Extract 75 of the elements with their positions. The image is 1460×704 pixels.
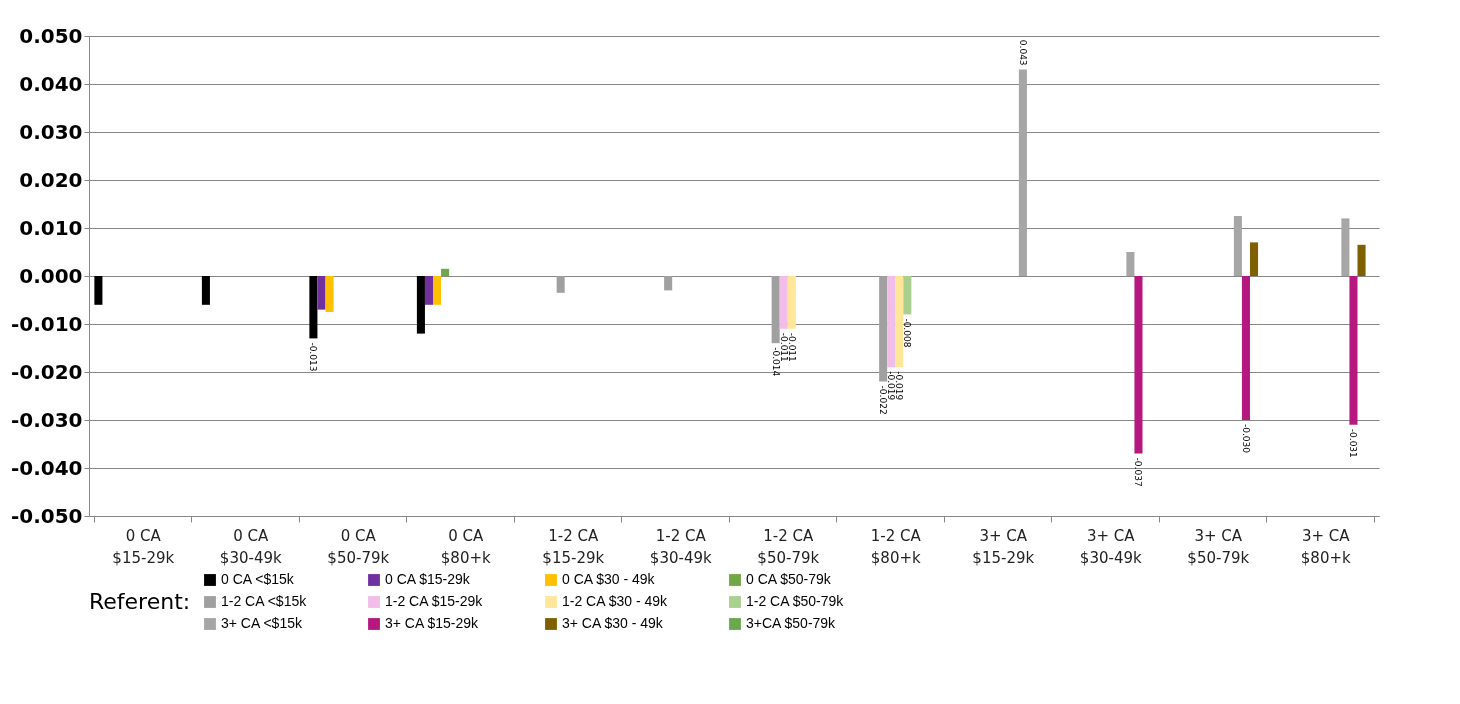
- bar: [416, 276, 425, 334]
- bar: [1241, 276, 1250, 420]
- data-label: -0.014: [770, 347, 781, 377]
- bar: [1341, 218, 1350, 276]
- x-tick-label: 0 CA $50-79k: [327, 526, 390, 567]
- x-tick-label: 1-2 CA $15-29k: [542, 526, 605, 567]
- bar: [317, 276, 326, 310]
- bar: [309, 276, 318, 339]
- data-label: -0.019: [886, 371, 897, 401]
- data-label: -0.037: [1133, 457, 1144, 487]
- bar: [1349, 276, 1358, 425]
- bar: [325, 276, 334, 312]
- data-label: -0.013: [308, 342, 319, 372]
- legend-label: 1-2 CA $50-79k: [746, 593, 845, 609]
- y-tick-label: -0.020: [10, 359, 83, 384]
- y-tick-label: 0.030: [19, 119, 83, 144]
- x-tick-label: 1-2 CA $30-49k: [649, 526, 712, 567]
- legend-label: 3+ CA $15-29k: [385, 615, 480, 631]
- bar: [771, 276, 780, 344]
- bar: [787, 276, 796, 329]
- x-tick-label: 1-2 CA $50-79k: [757, 526, 820, 567]
- x-tick-label: 3+ CA $50-79k: [1187, 526, 1250, 567]
- bar: [887, 276, 896, 368]
- x-tick-label: 3+ CA $80+k: [1300, 526, 1351, 567]
- x-tick-label: 3+ CA $30-49k: [1079, 526, 1142, 567]
- x-tick-label: 3+ CA $15-29k: [972, 526, 1035, 567]
- bar: [1126, 252, 1135, 276]
- legend-label: 0 CA $30 - 49k: [562, 571, 656, 587]
- data-label: -0.011: [778, 332, 789, 362]
- legend-label: 0 CA <$15k: [221, 571, 295, 587]
- bar: [903, 276, 912, 315]
- y-tick-label: 0.010: [19, 215, 83, 240]
- legend-label: 0 CA $15-29k: [385, 571, 471, 587]
- legend-title: Referent:: [89, 589, 191, 614]
- y-tick-label: -0.030: [10, 407, 83, 432]
- bar: [201, 276, 210, 305]
- bar: [879, 276, 888, 382]
- legend-label: 3+ CA <$15k: [221, 615, 303, 631]
- data-label: -0.030: [1240, 424, 1251, 454]
- y-tick-label: -0.050: [10, 503, 83, 528]
- data-label: -0.031: [1348, 428, 1359, 458]
- y-tick-label: -0.040: [10, 455, 83, 480]
- bar: [433, 276, 442, 305]
- x-tick-label: 1-2 CA $80+k: [870, 526, 922, 567]
- bar: [895, 276, 904, 368]
- bar: [441, 268, 450, 276]
- legend-label: 3+CA $50-79k: [746, 615, 837, 631]
- data-label: 0.043: [1017, 39, 1028, 66]
- data-label: -0.008: [902, 318, 913, 348]
- legend-label: 0 CA $50-79k: [746, 571, 832, 587]
- legend-label: 3+ CA $30 - 49k: [562, 615, 664, 631]
- x-tick-label: 0 CA $15-29k: [112, 526, 175, 567]
- y-tick-label: -0.010: [10, 311, 83, 336]
- data-label: -0.019: [894, 371, 905, 401]
- legend-label: 1-2 CA <$15k: [221, 593, 308, 609]
- bar: [94, 276, 103, 305]
- bar: [1357, 244, 1366, 276]
- y-tick-label: 0.020: [19, 167, 83, 192]
- bar: [664, 276, 673, 291]
- x-tick-label: 0 CA $80+k: [440, 526, 491, 567]
- legend-label: 1-2 CA $30 - 49k: [562, 593, 669, 609]
- bar: [1134, 276, 1143, 454]
- bar: [1018, 69, 1027, 276]
- y-tick-label: 0.000: [19, 263, 83, 288]
- legend-label: 1-2 CA $15-29k: [385, 593, 484, 609]
- bar: [1250, 242, 1259, 276]
- bar: [424, 276, 433, 305]
- bar: [779, 276, 788, 329]
- bar: [556, 276, 565, 293]
- y-tick-label: 0.040: [19, 71, 83, 96]
- bar: [1233, 216, 1242, 276]
- x-tick-label: 0 CA $30-49k: [219, 526, 282, 567]
- y-tick-label: 0.050: [19, 23, 83, 48]
- data-label: -0.022: [878, 385, 889, 415]
- data-label: -0.011: [786, 332, 797, 362]
